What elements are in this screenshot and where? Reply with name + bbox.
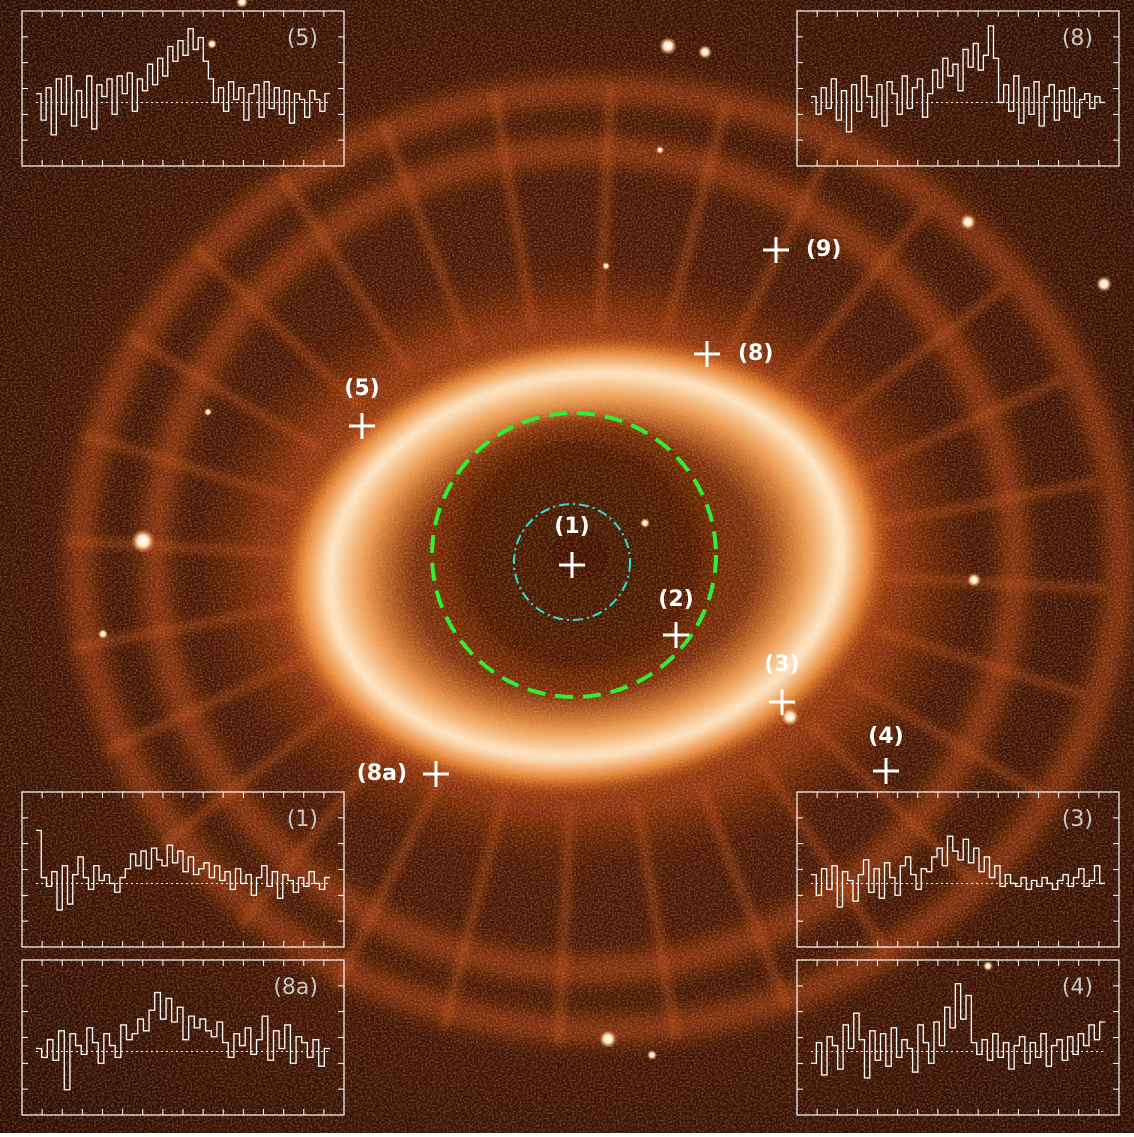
star bbox=[204, 408, 212, 416]
star bbox=[1096, 276, 1112, 292]
inset-label: (3) bbox=[1062, 807, 1093, 832]
star bbox=[236, 0, 248, 8]
star bbox=[656, 146, 664, 154]
spectrum-line bbox=[36, 829, 330, 911]
inset-ticks bbox=[797, 11, 1119, 166]
spectrum-inset-1: (1) bbox=[21, 791, 345, 948]
marker-4: (4) bbox=[868, 724, 904, 784]
cross-marker bbox=[769, 689, 795, 715]
inset-ticks bbox=[22, 11, 344, 166]
spectrum-inset-5: (5) bbox=[21, 10, 345, 167]
inset-label: (8a) bbox=[273, 975, 318, 1000]
inset-ticks bbox=[797, 960, 1119, 1115]
spectrum-inset-4: (4) bbox=[796, 959, 1120, 1116]
star bbox=[960, 214, 976, 230]
star bbox=[781, 708, 799, 726]
marker-5: (5) bbox=[344, 376, 380, 439]
cross-marker bbox=[694, 341, 720, 367]
spectrum-line bbox=[36, 991, 330, 1091]
spectrum-inset-8a: (8a) bbox=[21, 959, 345, 1116]
cross-marker bbox=[559, 552, 585, 578]
star bbox=[207, 39, 217, 49]
marker-label: (5) bbox=[344, 376, 379, 401]
marker-2: (2) bbox=[658, 587, 694, 648]
marker-1: (1) bbox=[554, 514, 590, 578]
inset-ticks bbox=[797, 792, 1119, 947]
star bbox=[599, 1030, 617, 1048]
star bbox=[647, 1050, 657, 1060]
star bbox=[602, 262, 610, 270]
inset-label: (4) bbox=[1062, 975, 1093, 1000]
star bbox=[640, 518, 650, 528]
star bbox=[659, 37, 677, 55]
spectrum-insets: (5) (8) (1) (3) (8a) (4) bbox=[21, 10, 1120, 1116]
spectrum-inset-3: (3) bbox=[796, 791, 1120, 948]
marker-8a: (8a) bbox=[357, 761, 449, 787]
cross-marker bbox=[663, 622, 689, 648]
spectrum-line bbox=[811, 25, 1105, 133]
star bbox=[983, 961, 993, 971]
marker-3: (3) bbox=[764, 652, 800, 715]
star bbox=[967, 573, 981, 587]
marker-label: (1) bbox=[554, 514, 589, 539]
center-region-circle bbox=[513, 503, 631, 621]
star bbox=[698, 45, 712, 59]
marker-label: (2) bbox=[658, 587, 693, 612]
inset-ticks bbox=[22, 792, 344, 947]
inset-label: (8) bbox=[1062, 26, 1093, 51]
cross-marker bbox=[873, 758, 899, 784]
inset-label: (5) bbox=[287, 26, 318, 51]
star bbox=[131, 529, 155, 553]
marker-label: (8) bbox=[738, 341, 773, 366]
cross-marker bbox=[763, 237, 789, 263]
inset-label: (1) bbox=[287, 807, 318, 832]
inner-region-circle bbox=[430, 411, 718, 699]
marker-9: (9) bbox=[763, 237, 841, 263]
marker-8: (8) bbox=[694, 341, 773, 367]
cross-marker bbox=[423, 761, 449, 787]
marker-label: (3) bbox=[764, 652, 799, 677]
spectrum-line bbox=[811, 835, 1105, 908]
stars bbox=[98, 0, 1112, 1060]
marker-label: (4) bbox=[868, 724, 903, 749]
cross-marker bbox=[349, 413, 375, 439]
marker-label: (8a) bbox=[357, 761, 407, 786]
spectrum-line bbox=[811, 983, 1105, 1079]
star bbox=[98, 629, 108, 639]
inset-ticks bbox=[22, 960, 344, 1115]
spectrum-line bbox=[36, 28, 330, 136]
spectrum-inset-8: (8) bbox=[796, 10, 1120, 167]
marker-label: (9) bbox=[806, 237, 841, 262]
position-markers: (1) (2) (3) (4) (5) (8) (8a) (9) bbox=[344, 237, 904, 787]
